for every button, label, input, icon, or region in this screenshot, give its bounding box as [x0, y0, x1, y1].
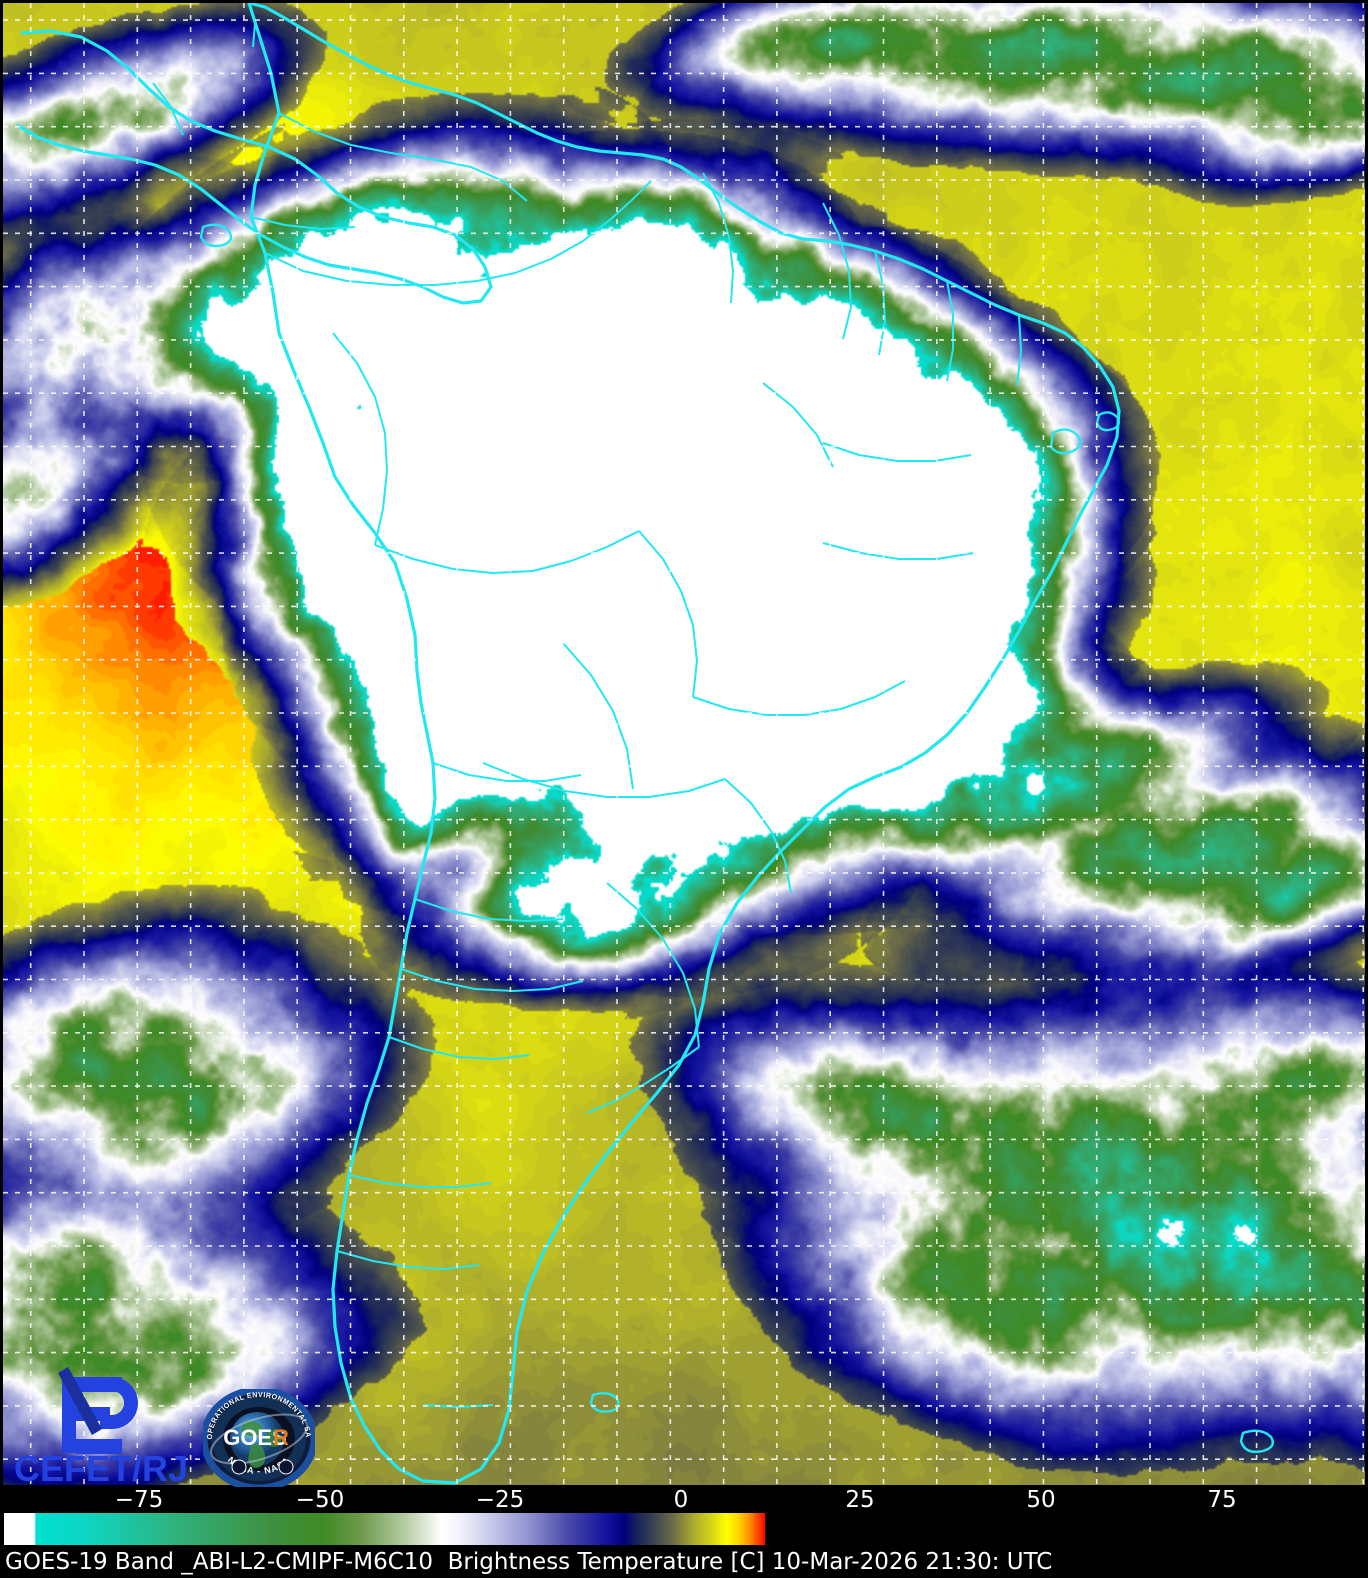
- colorbar: [4, 1513, 765, 1545]
- goes-r-logo[interactable]: GEOSTATIONARY OPERATIONAL ENVIRONMENTAL …: [203, 1389, 315, 1487]
- colorbar-tick-labels: −75 −50 −25 0 25 50 75: [0, 1488, 1368, 1513]
- goes-r-logo-center-text: GOES: [223, 1425, 287, 1450]
- map-panel: CEFET/RJ: [3, 3, 1365, 1487]
- colorbar-tick-75: 75: [1207, 1487, 1237, 1513]
- colorbar-tick-25: 25: [845, 1487, 875, 1513]
- brightness-temperature-raster: [3, 3, 1365, 1485]
- figure-caption: GOES-19 Band _ABI-L2-CMIPF-M6C10 Brightn…: [5, 1549, 1053, 1575]
- colorbar-tick-0: 0: [673, 1487, 689, 1513]
- colorbar-tick--25: −25: [475, 1487, 525, 1513]
- goes-r-logo-accent-text: R: [273, 1425, 289, 1450]
- colorbar-tick--75: −75: [114, 1487, 164, 1513]
- colorbar-tick--50: −50: [295, 1487, 345, 1513]
- colorbar-tick-50: 50: [1026, 1487, 1056, 1513]
